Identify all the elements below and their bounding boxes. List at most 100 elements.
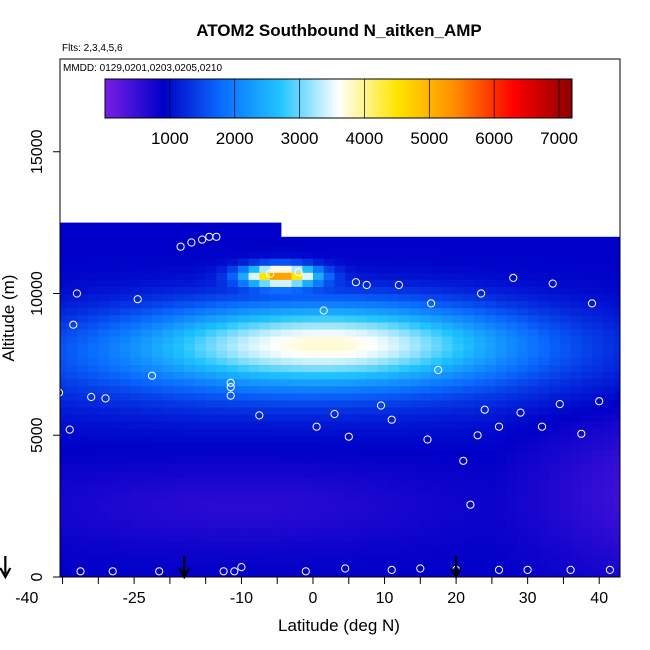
heat-cell	[431, 314, 443, 323]
heat-cell	[516, 555, 529, 564]
heat-cell	[76, 527, 89, 536]
heat-cell	[130, 279, 142, 287]
heat-cell	[184, 300, 196, 309]
heat-cell	[484, 265, 496, 273]
heat-cell	[194, 343, 207, 351]
heat-cell	[506, 251, 518, 259]
heat-cell	[237, 293, 250, 302]
heat-cell	[538, 506, 550, 514]
heat-cell	[431, 520, 443, 528]
heat-cell	[248, 414, 260, 422]
heat-cell	[184, 258, 196, 266]
heat-cell	[420, 258, 432, 266]
heat-cell	[484, 399, 496, 408]
heat-cell	[23, 350, 34, 358]
heat-cell	[334, 569, 346, 577]
heat-cell	[259, 470, 271, 479]
heat-cell	[141, 414, 153, 422]
heat-cell	[506, 569, 518, 577]
heat-cell	[313, 258, 325, 266]
heat-cell	[377, 470, 389, 479]
heat-cell	[463, 484, 475, 493]
heat-cell	[280, 385, 293, 394]
heat-cell	[527, 548, 539, 557]
heat-cell	[646, 542, 650, 550]
heat-cell	[119, 484, 132, 493]
heat-cell	[613, 406, 620, 415]
heat-cell	[45, 223, 56, 231]
heat-cell	[474, 463, 486, 472]
heat-cell	[323, 336, 335, 344]
heat-cell	[398, 243, 411, 252]
heat-cell	[463, 513, 475, 521]
heat-cell	[506, 520, 518, 528]
heat-cell	[87, 548, 99, 557]
heat-cell	[559, 548, 572, 557]
heat-cell	[87, 477, 99, 486]
heat-cell	[194, 321, 207, 330]
heat-cell	[581, 513, 593, 521]
colorbar-tick-label: 3000	[281, 129, 319, 148]
heat-cell	[581, 414, 593, 422]
heat-cell	[506, 272, 518, 280]
heat-cell	[66, 229, 78, 238]
heat-cell	[570, 286, 582, 295]
heat-cell	[141, 520, 153, 528]
heat-cell	[613, 399, 620, 408]
heat-cell	[216, 343, 228, 351]
heat-cell	[409, 477, 421, 486]
heat-cell	[259, 385, 271, 394]
heat-cell	[345, 477, 357, 486]
heat-cell	[141, 555, 153, 564]
heat-cell	[34, 407, 45, 415]
heat-cell	[624, 393, 635, 401]
heat-cell	[98, 272, 110, 280]
heat-cell	[484, 378, 496, 387]
heat-cell	[452, 371, 464, 380]
heat-cell	[194, 328, 207, 337]
heat-cell	[624, 364, 635, 372]
heat-cell	[334, 385, 346, 394]
heat-cell	[409, 343, 421, 351]
sample-point	[620, 428, 629, 437]
heat-cell	[388, 243, 400, 252]
heat-cell	[441, 442, 454, 450]
heat-cell	[452, 406, 464, 415]
heat-cell	[635, 506, 646, 514]
heat-cell	[592, 527, 604, 536]
heat-cell	[162, 328, 174, 337]
heat-cell	[549, 555, 561, 564]
heat-cell	[2, 499, 13, 507]
heat-cell	[291, 236, 303, 245]
heat-cell	[270, 385, 282, 394]
heat-cell	[484, 364, 496, 373]
heat-cell	[259, 406, 271, 415]
heat-cell	[624, 527, 635, 535]
heat-cell	[109, 456, 121, 465]
heat-cell	[398, 506, 411, 514]
heat-cell	[516, 506, 529, 514]
sample-point	[319, 306, 328, 315]
heat-cell	[516, 499, 529, 507]
heat-cell	[45, 336, 56, 344]
heat-cell	[506, 484, 518, 493]
heat-cell	[216, 491, 228, 500]
heat-cell	[141, 328, 153, 337]
heat-cell	[130, 491, 142, 500]
heat-cell	[646, 379, 650, 387]
heat-cell	[474, 265, 486, 273]
heat-cell	[474, 258, 486, 266]
heat-cell	[355, 251, 368, 259]
heat-cell	[66, 371, 78, 380]
heat-cell	[237, 449, 250, 458]
heat-cell	[409, 385, 421, 394]
heat-cell	[570, 321, 582, 330]
heat-cell	[334, 555, 346, 564]
heat-cell	[452, 336, 464, 344]
heat-cell	[216, 541, 228, 550]
heat-cell	[227, 251, 239, 259]
heat-cell	[60, 470, 67, 479]
heat-cell	[119, 456, 132, 465]
heat-cell	[184, 328, 196, 337]
heat-cell	[0, 464, 2, 472]
